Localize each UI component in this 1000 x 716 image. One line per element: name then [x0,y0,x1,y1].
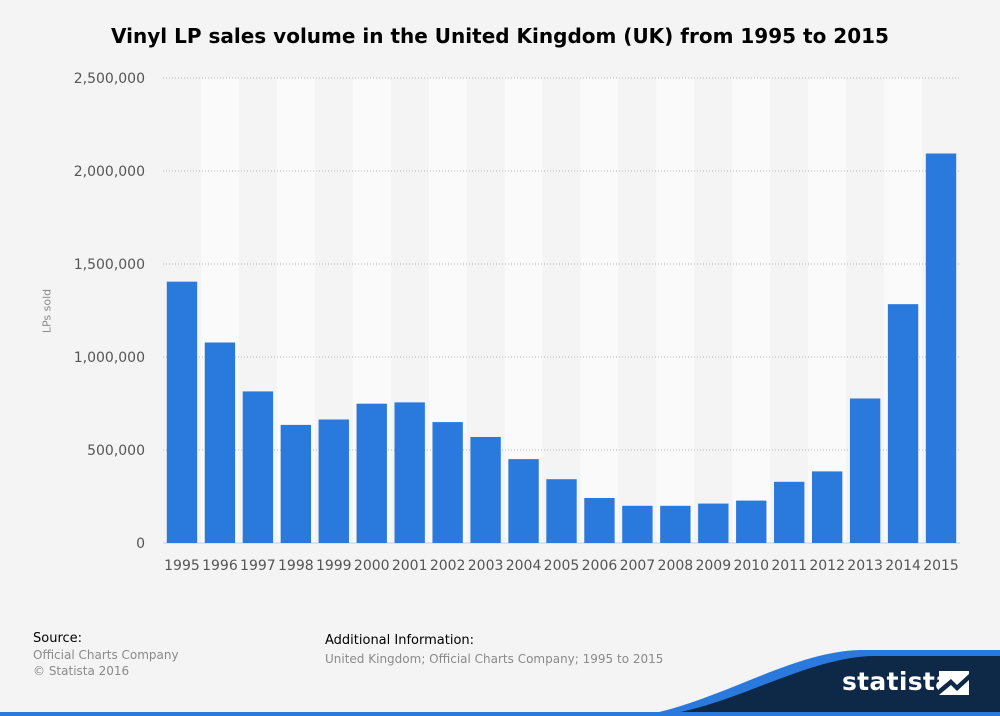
bar-1997 [242,391,274,543]
x-tick-label: 2002 [430,558,466,574]
x-tick-label: 2012 [809,558,845,574]
x-tick-label: 2011 [771,558,807,574]
bar-2013 [849,398,881,543]
brand-wave-navy [658,656,1000,716]
alt-band [732,78,771,543]
x-tick-label: 1998 [278,558,314,574]
source-line: Official Charts Company [33,648,179,662]
bar-2004 [508,459,539,543]
source-heading: Source: [33,631,83,646]
bar-2008 [660,505,691,543]
x-tick-label: 2006 [582,558,618,574]
bar-2001 [394,402,425,543]
bar-2005 [546,479,577,543]
y-tick-label: 1,000,000 [74,350,145,366]
statista-logo-icon [939,671,969,695]
x-tick-label: 1995 [164,558,200,574]
x-tick-label: 2014 [885,558,921,574]
brand-underline [0,712,1000,716]
bar-2010 [736,500,767,543]
bar-2015 [925,153,957,544]
x-tick-label: 2003 [468,558,504,574]
y-tick-label: 2,500,000 [74,71,145,87]
bar-2007 [622,505,653,543]
x-tick-label: 2005 [544,558,580,574]
additional-info-text: United Kingdom; Official Charts Company;… [325,652,664,666]
bar-2000 [356,403,387,543]
bar-2014 [887,304,919,543]
alt-band [808,78,847,543]
alt-band [580,78,619,543]
bar-1996 [204,342,236,543]
bar-2006 [584,497,615,543]
x-tick-label: 2001 [392,558,428,574]
chart-title: Vinyl LP sales volume in the United King… [111,24,889,48]
bar-2002 [432,422,463,543]
y-tick-label: 2,000,000 [74,164,145,180]
bar-2011 [774,481,805,543]
x-tick-label: 1996 [202,558,238,574]
x-tick-label: 2007 [620,558,656,574]
x-tick-label: 2015 [923,558,959,574]
bar-1995 [166,281,198,543]
x-tick-label: 1999 [316,558,352,574]
bar-2012 [811,471,843,543]
x-tick-label: 2013 [847,558,883,574]
x-tick-label: 2009 [695,558,731,574]
y-tick-label: 500,000 [87,443,145,459]
copyright-line: © Statista 2016 [33,664,130,678]
bar-2009 [698,503,729,543]
bar-chart: 0 500,000 1,000,000 1,500,000 2,000,000 2,500… [74,71,960,574]
bar-2003 [470,436,501,543]
x-tick-label: 2010 [733,558,769,574]
y-tick-label: 0 [136,536,145,552]
alt-band [656,78,695,543]
x-tick-label: 2008 [658,558,694,574]
y-tick-label: 1,500,000 [74,257,145,273]
x-tick-label: 2004 [506,558,542,574]
x-tick-label: 2000 [354,558,390,574]
bar-1998 [280,424,312,543]
bar-1999 [318,419,349,543]
statista-logo-text: statista [842,667,953,696]
x-tick-label: 1997 [240,558,276,574]
additional-info-heading: Additional Information: [325,633,475,648]
